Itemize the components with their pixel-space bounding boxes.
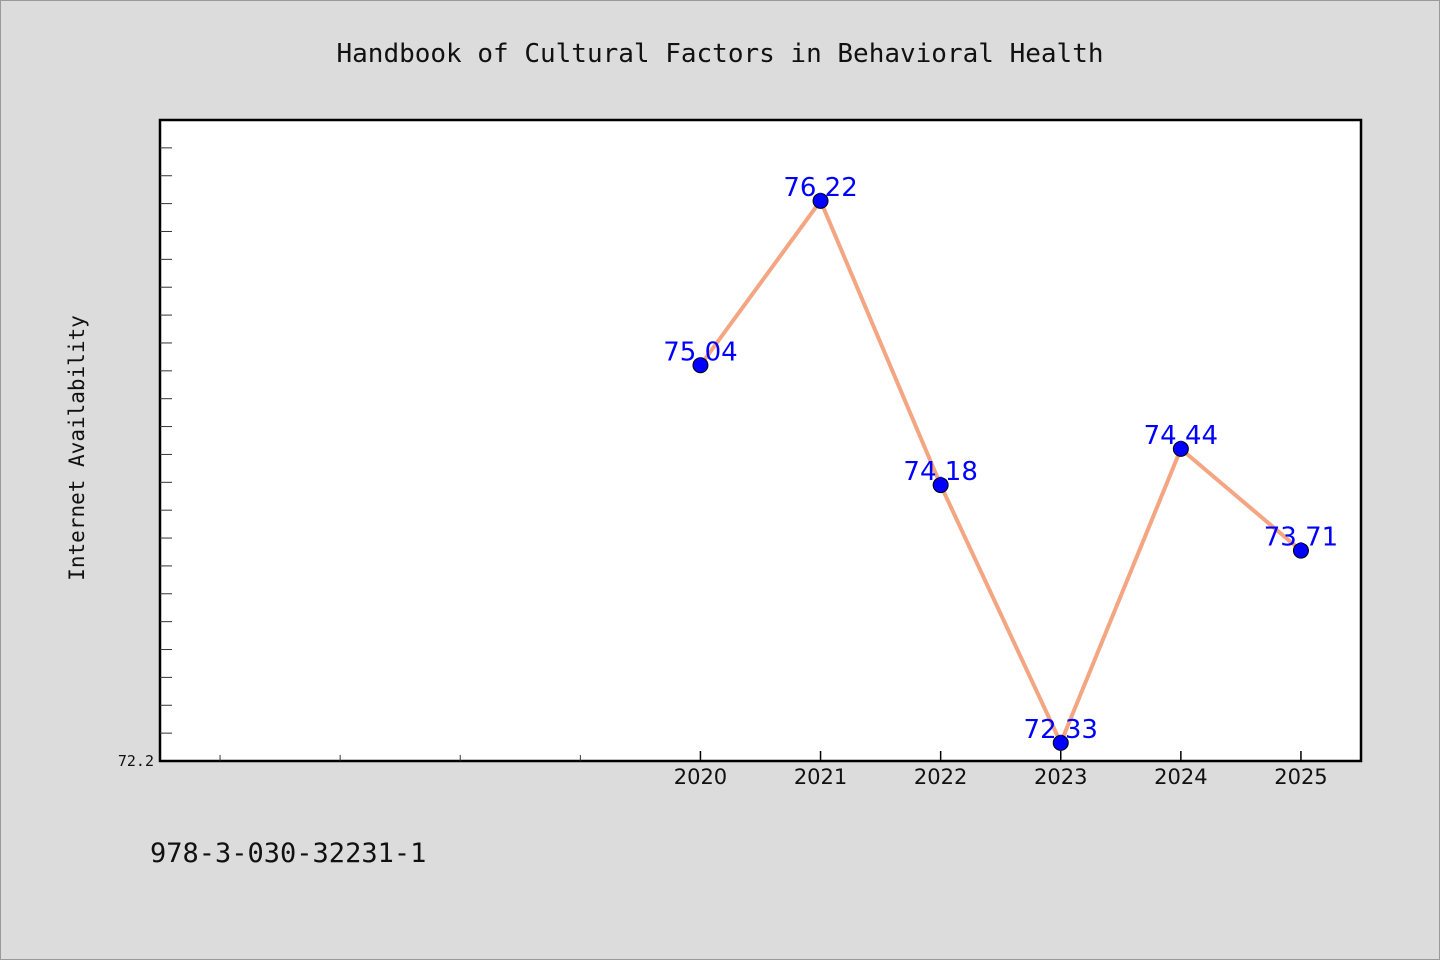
data-point (1292, 542, 1309, 559)
data-labels: 75.04 76.22 74.18 72.33 74.44 73.71 (663, 173, 1338, 745)
footer-isbn: 978-3-030-32231-1 (150, 838, 426, 869)
data-label: 73.71 (1264, 523, 1338, 553)
data-point (932, 477, 949, 494)
data-point (692, 357, 709, 374)
x-tick-label: 2023 (1034, 765, 1087, 789)
plot-area (158, 118, 1363, 763)
data-label: 76.22 (783, 173, 857, 203)
x-tick-label: 2022 (914, 765, 967, 789)
data-label: 75.04 (663, 337, 737, 367)
data-point (812, 192, 829, 209)
series-line-group (692, 192, 1309, 751)
data-label: 72.33 (1024, 715, 1098, 745)
data-label: 74.44 (1144, 421, 1218, 451)
x-tick-label: 2024 (1154, 765, 1207, 789)
chart-title: Handbook of Cultural Factors in Behavior… (336, 39, 1103, 69)
data-point (1052, 734, 1069, 751)
data-label: 74.18 (903, 457, 977, 487)
y-tick-label: 72.2 (118, 752, 154, 770)
series-line (698, 198, 1303, 745)
y-axis-label: Internet Availability (65, 315, 89, 581)
x-tick-label: 2020 (674, 765, 727, 789)
axis-ticks: 72.2 2020 2021 2022 2023 2024 2025 (118, 147, 1328, 789)
x-tick-label: 2025 (1274, 765, 1327, 789)
x-tick-label: 2021 (794, 765, 847, 789)
data-point (1172, 440, 1189, 457)
